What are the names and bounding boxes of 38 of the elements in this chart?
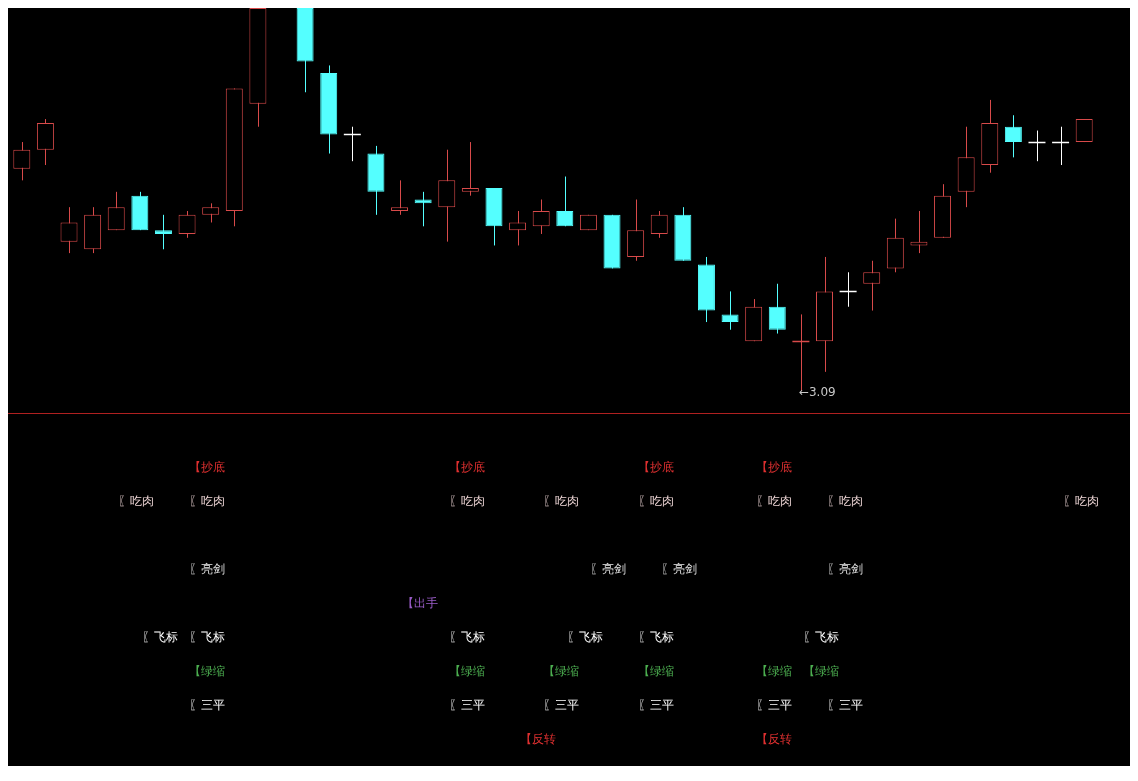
text: 〖吃肉 bbox=[637, 493, 674, 509]
text: 【绿缩 bbox=[637, 663, 674, 679]
text: 【绿缩 bbox=[543, 663, 580, 679]
text: 〖三平 bbox=[637, 697, 674, 713]
text: 〖亮剑 bbox=[590, 561, 627, 577]
text: 【抄底 bbox=[189, 459, 226, 475]
text: 〖三平 bbox=[543, 697, 580, 713]
text: 【抄底 bbox=[637, 459, 674, 475]
text: 【抄底 bbox=[755, 459, 792, 475]
text: 【绿缩 bbox=[755, 663, 792, 679]
text: 【抄底 bbox=[448, 459, 485, 475]
text: 〖飞标 bbox=[141, 629, 178, 645]
text: 〖飞标 bbox=[448, 629, 485, 645]
text: 〖吃肉 bbox=[1062, 493, 1099, 509]
text: 〖吃肉 bbox=[118, 493, 155, 509]
text: 〖吃肉 bbox=[755, 493, 792, 509]
text: 〖亮剑 bbox=[826, 561, 863, 577]
text: 〖飞标 bbox=[566, 629, 603, 645]
text: 〖三平 bbox=[755, 697, 792, 713]
text: 〖飞标 bbox=[802, 629, 839, 645]
text: 〖三平 bbox=[189, 697, 226, 713]
text: 【绿缩 bbox=[189, 663, 226, 679]
text: 【出手 bbox=[401, 595, 438, 611]
text: 〖三平 bbox=[826, 697, 863, 713]
text: 〖吃肉 bbox=[448, 493, 485, 509]
text: 【反转 bbox=[755, 731, 792, 747]
text: 【绿缩 bbox=[448, 663, 485, 679]
text: 〖亮剑 bbox=[661, 561, 698, 577]
text: 〖吃肉 bbox=[189, 493, 226, 509]
text: 〖吃肉 bbox=[826, 493, 863, 509]
text: 〖吃肉 bbox=[543, 493, 580, 509]
text: 〖飞标 bbox=[189, 629, 226, 645]
text: 〖三平 bbox=[448, 697, 485, 713]
text: 〖亮剑 bbox=[189, 561, 226, 577]
text: 【绿缩 bbox=[802, 663, 839, 679]
annotation: ←3.09 bbox=[798, 385, 836, 400]
text: 【反转 bbox=[519, 731, 556, 747]
text: 〖飞标 bbox=[637, 629, 674, 645]
